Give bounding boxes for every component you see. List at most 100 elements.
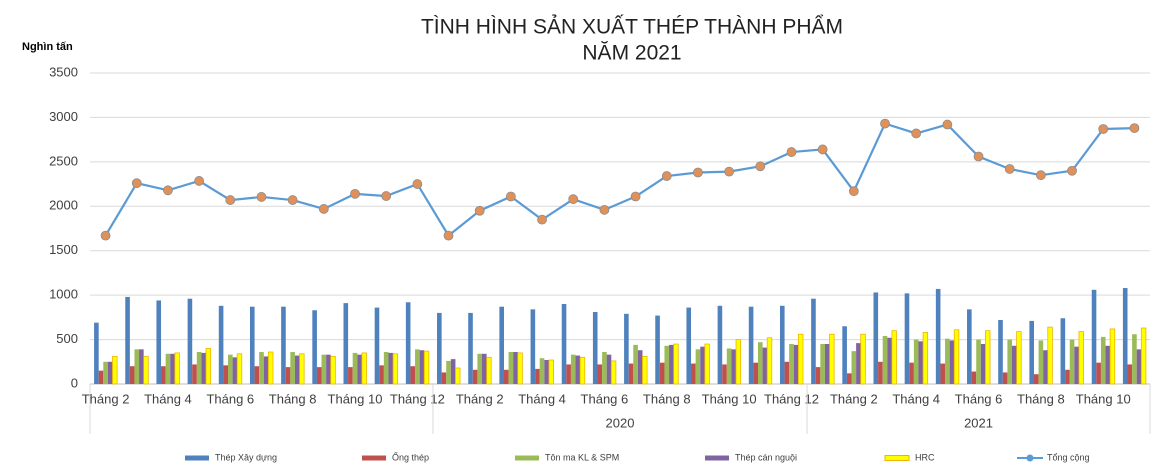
bar bbox=[267, 351, 274, 385]
bar bbox=[633, 344, 638, 384]
bar bbox=[1127, 364, 1133, 384]
line-marker bbox=[568, 194, 579, 205]
bar bbox=[299, 353, 305, 385]
bar bbox=[829, 333, 835, 385]
bar bbox=[103, 361, 108, 384]
x-tick-label: Tháng 10 bbox=[328, 391, 383, 406]
bar bbox=[976, 339, 981, 384]
bar bbox=[1132, 334, 1137, 384]
bar bbox=[918, 341, 924, 384]
line-marker bbox=[661, 171, 672, 181]
bar bbox=[343, 303, 349, 384]
x-tick-label: Tháng 6 bbox=[955, 391, 1003, 406]
line-marker bbox=[880, 118, 890, 129]
bar bbox=[882, 336, 888, 384]
bar bbox=[922, 332, 929, 385]
line-marker bbox=[693, 167, 703, 178]
x-tick-label: Tháng 12 bbox=[764, 391, 819, 406]
y-tick-label: 2000 bbox=[49, 198, 78, 213]
bar bbox=[762, 347, 768, 384]
bar bbox=[544, 360, 549, 384]
chart-title: NĂM 2021 bbox=[582, 42, 681, 65]
bar bbox=[935, 288, 941, 384]
line-marker bbox=[505, 191, 516, 202]
line-marker bbox=[1067, 165, 1077, 176]
group-label: 2020 bbox=[606, 415, 635, 430]
bar bbox=[455, 367, 461, 385]
line-marker bbox=[942, 119, 953, 130]
bar bbox=[423, 350, 430, 385]
line-marker bbox=[350, 188, 360, 199]
line-marker bbox=[163, 185, 173, 196]
line-marker bbox=[724, 166, 735, 177]
x-tick-label: Tháng 8 bbox=[1017, 391, 1065, 406]
bar bbox=[513, 352, 518, 384]
x-tick-label: Tháng 4 bbox=[144, 391, 192, 406]
bar bbox=[860, 333, 866, 385]
line-marker bbox=[131, 178, 142, 189]
bar bbox=[842, 326, 847, 384]
bar bbox=[1091, 289, 1097, 384]
y-tick-label: 1500 bbox=[49, 242, 78, 257]
bar bbox=[348, 367, 353, 384]
bar bbox=[1100, 336, 1106, 384]
bar bbox=[161, 366, 166, 384]
bar bbox=[1029, 320, 1034, 384]
bar bbox=[196, 352, 202, 384]
bar bbox=[503, 369, 509, 384]
line-marker bbox=[474, 205, 485, 216]
bar bbox=[392, 353, 399, 385]
bar bbox=[1122, 288, 1128, 384]
bar bbox=[726, 348, 732, 384]
line-marker bbox=[786, 147, 797, 157]
line-marker bbox=[256, 192, 267, 202]
bar bbox=[998, 320, 1003, 384]
bar bbox=[539, 358, 545, 384]
bar bbox=[143, 356, 149, 385]
bar bbox=[655, 315, 660, 384]
bar bbox=[1047, 326, 1053, 385]
bar bbox=[330, 356, 336, 385]
bar bbox=[856, 343, 861, 384]
bar bbox=[686, 307, 692, 384]
bar bbox=[316, 367, 322, 384]
bar bbox=[1140, 327, 1147, 385]
bar bbox=[887, 337, 892, 384]
bar bbox=[735, 339, 742, 385]
x-tick-label: Tháng 6 bbox=[206, 391, 254, 406]
bar bbox=[361, 352, 367, 385]
line-marker bbox=[1129, 123, 1140, 133]
bar bbox=[326, 354, 331, 384]
bar bbox=[227, 354, 233, 384]
bar bbox=[980, 344, 986, 384]
bar bbox=[192, 364, 197, 384]
bar bbox=[379, 365, 384, 384]
bar bbox=[669, 344, 674, 384]
bar bbox=[846, 373, 852, 384]
bar bbox=[561, 304, 567, 384]
bar bbox=[321, 354, 327, 384]
line-marker bbox=[537, 214, 547, 225]
bar bbox=[753, 362, 758, 384]
bar bbox=[700, 346, 705, 384]
bar bbox=[717, 305, 723, 384]
bar bbox=[1043, 350, 1048, 384]
bar bbox=[797, 333, 804, 385]
line-marker bbox=[381, 191, 392, 201]
line-marker bbox=[443, 230, 454, 241]
y-axis-label: Nghìn tấn bbox=[22, 41, 73, 53]
bar bbox=[659, 362, 665, 384]
bar bbox=[731, 349, 737, 384]
bar bbox=[779, 305, 785, 384]
x-tick-label: Tháng 2 bbox=[456, 391, 504, 406]
legend-swatch bbox=[185, 455, 209, 461]
bar bbox=[691, 363, 696, 384]
bar bbox=[1074, 346, 1079, 384]
bar bbox=[722, 364, 727, 384]
line-marker bbox=[1035, 170, 1046, 181]
line-marker bbox=[318, 204, 329, 214]
bar bbox=[187, 298, 193, 384]
line-marker bbox=[755, 161, 766, 172]
bar bbox=[419, 350, 425, 384]
line-marker bbox=[848, 186, 859, 197]
